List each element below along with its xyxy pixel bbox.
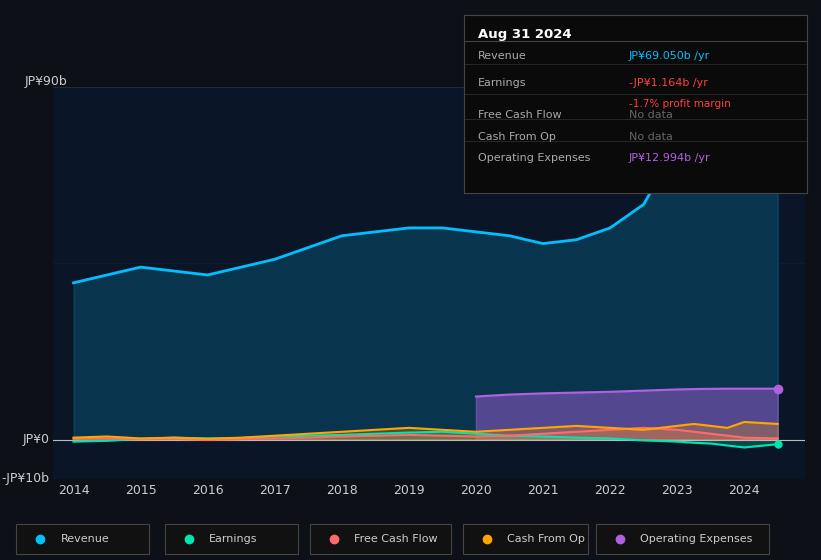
Text: JP¥69.050b /yr: JP¥69.050b /yr bbox=[629, 51, 710, 60]
Text: Cash From Op: Cash From Op bbox=[478, 132, 556, 142]
Bar bbox=[165, 524, 298, 553]
Text: Earnings: Earnings bbox=[209, 534, 258, 544]
Bar bbox=[463, 524, 588, 553]
Text: Aug 31 2024: Aug 31 2024 bbox=[478, 27, 571, 40]
Text: -JP¥10b: -JP¥10b bbox=[2, 472, 49, 486]
Text: JP¥12.994b /yr: JP¥12.994b /yr bbox=[629, 153, 710, 163]
Text: Free Cash Flow: Free Cash Flow bbox=[478, 110, 562, 120]
Text: No data: No data bbox=[629, 110, 672, 120]
Text: JP¥90b: JP¥90b bbox=[25, 74, 67, 88]
Text: Revenue: Revenue bbox=[61, 534, 109, 544]
Bar bbox=[16, 524, 149, 553]
Text: -1.7% profit margin: -1.7% profit margin bbox=[629, 99, 731, 109]
Text: Free Cash Flow: Free Cash Flow bbox=[354, 534, 438, 544]
Text: Cash From Op: Cash From Op bbox=[507, 534, 585, 544]
Text: Operating Expenses: Operating Expenses bbox=[478, 153, 590, 163]
Bar bbox=[595, 524, 768, 553]
Text: Revenue: Revenue bbox=[478, 51, 526, 60]
Text: Earnings: Earnings bbox=[478, 78, 526, 88]
Text: Operating Expenses: Operating Expenses bbox=[640, 534, 752, 544]
Text: -JP¥1.164b /yr: -JP¥1.164b /yr bbox=[629, 78, 708, 88]
Bar bbox=[310, 524, 451, 553]
Text: No data: No data bbox=[629, 132, 672, 142]
Text: JP¥0: JP¥0 bbox=[23, 433, 49, 446]
